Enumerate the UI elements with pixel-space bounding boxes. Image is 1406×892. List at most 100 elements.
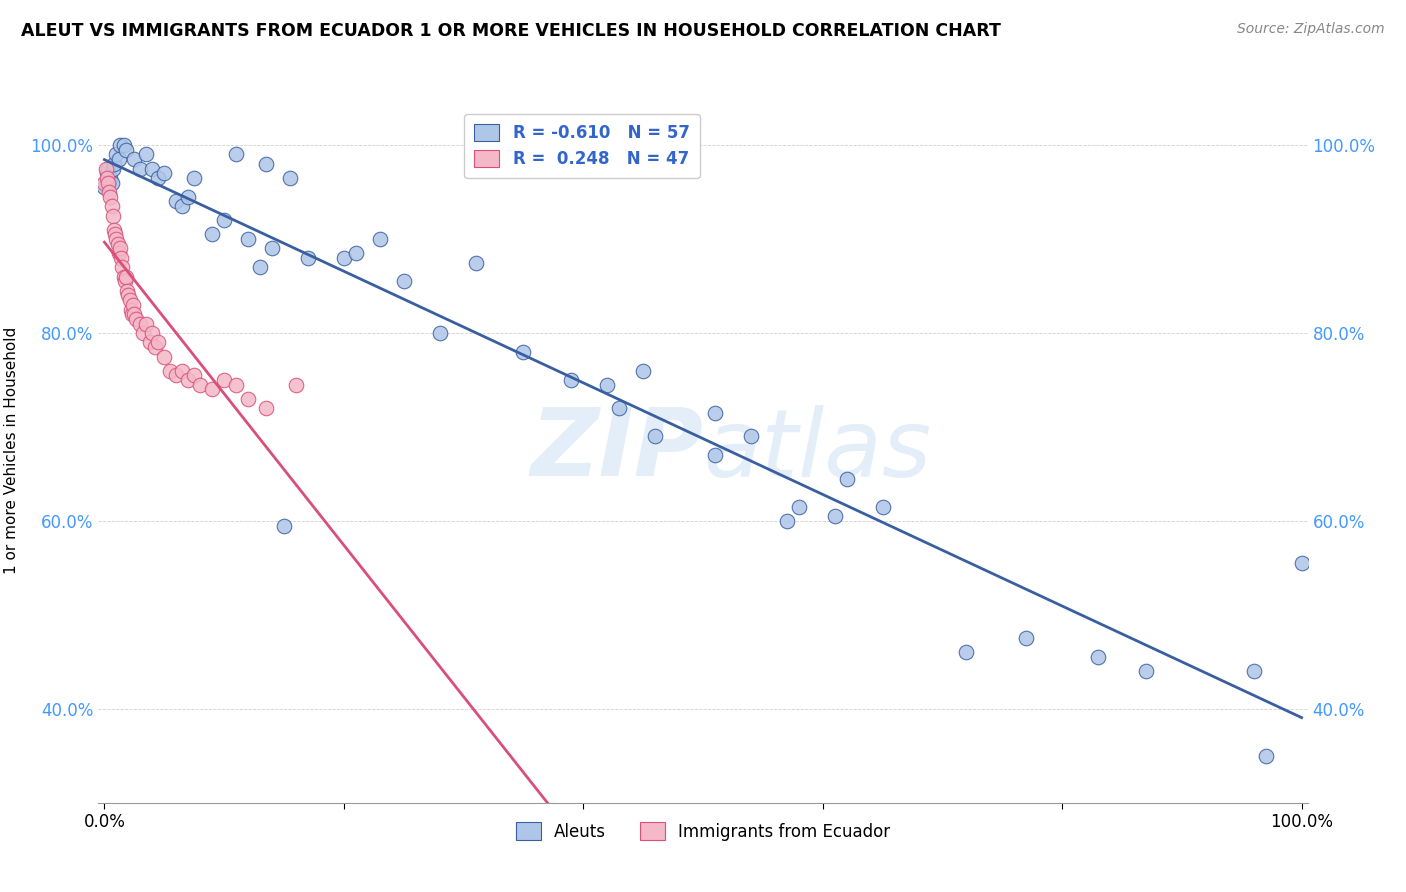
Point bbox=[631, 363, 654, 377]
Point bbox=[704, 406, 727, 420]
Point bbox=[121, 307, 143, 321]
Point bbox=[512, 344, 534, 359]
Point bbox=[955, 645, 977, 659]
Point bbox=[135, 147, 157, 161]
Point bbox=[100, 190, 122, 204]
Point bbox=[108, 242, 131, 256]
Point bbox=[201, 227, 224, 242]
Point bbox=[120, 302, 142, 317]
Point bbox=[141, 161, 163, 176]
Point bbox=[115, 143, 138, 157]
Point bbox=[141, 326, 163, 340]
Point bbox=[148, 335, 170, 350]
Point bbox=[153, 350, 176, 364]
Point bbox=[132, 326, 155, 340]
Point bbox=[188, 377, 211, 392]
Point bbox=[249, 260, 271, 275]
Point bbox=[129, 317, 152, 331]
Point bbox=[284, 377, 307, 392]
Point bbox=[278, 171, 301, 186]
Point bbox=[111, 260, 134, 275]
Point bbox=[115, 269, 138, 284]
Point bbox=[101, 209, 124, 223]
Point bbox=[644, 429, 666, 443]
Point bbox=[143, 340, 166, 354]
Point bbox=[115, 284, 138, 298]
Point bbox=[98, 176, 121, 190]
Point bbox=[97, 161, 120, 176]
Point bbox=[1015, 632, 1038, 646]
Y-axis label: 1 or more Vehicles in Household: 1 or more Vehicles in Household bbox=[4, 326, 20, 574]
Point bbox=[114, 274, 136, 288]
Point bbox=[104, 227, 127, 242]
Point bbox=[177, 373, 200, 387]
Point bbox=[260, 242, 283, 256]
Point bbox=[101, 161, 124, 176]
Point bbox=[225, 377, 247, 392]
Point bbox=[108, 138, 131, 153]
Point bbox=[1243, 665, 1265, 679]
Point bbox=[159, 363, 181, 377]
Point bbox=[93, 176, 115, 190]
Point bbox=[122, 298, 145, 312]
Text: atlas: atlas bbox=[703, 405, 931, 496]
Point bbox=[96, 166, 118, 180]
Point bbox=[776, 514, 799, 528]
Point bbox=[105, 147, 128, 161]
Point bbox=[165, 368, 187, 383]
Point bbox=[1135, 665, 1157, 679]
Point bbox=[212, 373, 235, 387]
Point bbox=[872, 500, 894, 514]
Point bbox=[112, 269, 135, 284]
Point bbox=[236, 232, 259, 246]
Point bbox=[1254, 748, 1277, 763]
Point bbox=[704, 448, 727, 462]
Point bbox=[153, 166, 176, 180]
Point bbox=[107, 246, 129, 260]
Point bbox=[135, 317, 157, 331]
Point bbox=[392, 274, 415, 288]
Point bbox=[98, 185, 121, 199]
Point bbox=[100, 176, 122, 190]
Point bbox=[254, 401, 277, 416]
Point bbox=[124, 307, 146, 321]
Point bbox=[1087, 650, 1109, 665]
Point bbox=[368, 232, 391, 246]
Point bbox=[172, 199, 194, 213]
Point bbox=[344, 246, 367, 260]
Point bbox=[183, 171, 205, 186]
Point bbox=[429, 326, 451, 340]
Point bbox=[464, 255, 486, 269]
Point bbox=[139, 335, 162, 350]
Point bbox=[124, 152, 146, 166]
Point bbox=[225, 147, 247, 161]
Text: ALEUT VS IMMIGRANTS FROM ECUADOR 1 OR MORE VEHICLES IN HOUSEHOLD CORRELATION CHA: ALEUT VS IMMIGRANTS FROM ECUADOR 1 OR MO… bbox=[21, 22, 1001, 40]
Point bbox=[103, 222, 125, 236]
Text: ZIP: ZIP bbox=[530, 404, 703, 497]
Point bbox=[117, 288, 139, 302]
Point bbox=[201, 383, 224, 397]
Point bbox=[124, 312, 146, 326]
Point bbox=[148, 171, 170, 186]
Point bbox=[212, 213, 235, 227]
Point bbox=[129, 161, 152, 176]
Point bbox=[787, 500, 810, 514]
Point bbox=[94, 161, 117, 176]
Legend: Aleuts, Immigrants from Ecuador: Aleuts, Immigrants from Ecuador bbox=[509, 816, 897, 847]
Point bbox=[236, 392, 259, 406]
Point bbox=[105, 232, 128, 246]
Point bbox=[103, 157, 125, 171]
Point bbox=[333, 251, 356, 265]
Point bbox=[254, 157, 277, 171]
Point bbox=[183, 368, 205, 383]
Point bbox=[107, 152, 129, 166]
Text: Source: ZipAtlas.com: Source: ZipAtlas.com bbox=[1237, 22, 1385, 37]
Point bbox=[107, 236, 129, 251]
Point bbox=[172, 363, 194, 377]
Point bbox=[112, 138, 135, 153]
Point bbox=[177, 190, 200, 204]
Point bbox=[96, 171, 118, 186]
Point bbox=[835, 472, 858, 486]
Point bbox=[100, 199, 122, 213]
Point bbox=[110, 251, 132, 265]
